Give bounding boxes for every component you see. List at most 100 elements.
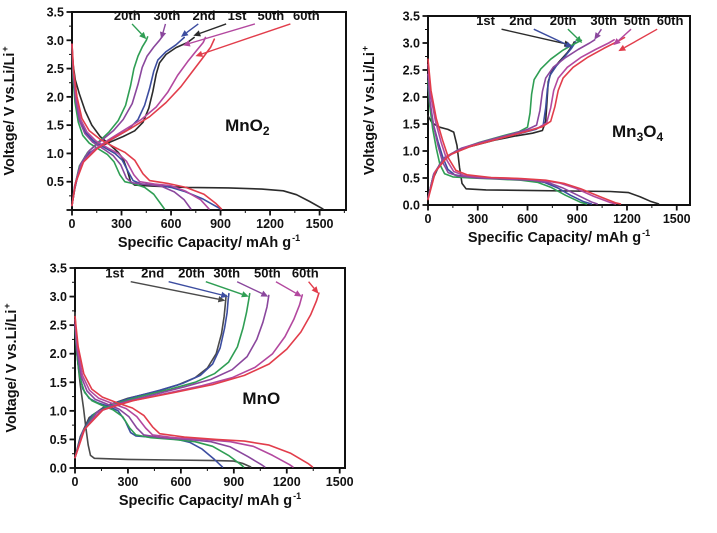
cycle-arrow-head — [217, 296, 226, 303]
chart-mn3o4: 0 300 600 900 1200 1500 0.0 0.5 1.0 1.5 2.0 2.5 3.0 3… — [360, 0, 717, 252]
y-tick-label: 3.0 — [403, 37, 420, 51]
y-tick-label: 2.0 — [50, 347, 67, 361]
y-tick-label: 2.0 — [47, 90, 64, 104]
figure-mn3o4: 0 300 600 900 1200 1500 0.0 0.5 1.0 1.5 2.0 2.5 3.0 3… — [360, 10, 691, 246]
cycle-arrow-line — [131, 23, 143, 35]
cycle-label-mn3o4-50th: 50th — [624, 13, 651, 28]
cycle-label-mno2-30th: 30th — [154, 8, 181, 23]
x-axis-title: Specific Capacity/ mAh g-1 — [118, 233, 300, 251]
x-tick-label: 300 — [467, 212, 488, 226]
x-tick-label: 900 — [210, 217, 231, 231]
cycle-label-mno-60th: 60th — [292, 266, 319, 281]
cycle-arrow-head — [182, 40, 191, 47]
cycle-label-mno2-2nd: 2nd — [192, 8, 215, 23]
curve-mn3o4-60th-discharge — [427, 58, 622, 205]
cycle-arrow-head — [139, 31, 147, 40]
y-tick-label: 2.5 — [50, 319, 67, 333]
cycle-arrow-line — [199, 23, 227, 35]
cycle-arrow-head — [294, 290, 302, 297]
y-tick-label: 1.5 — [50, 376, 67, 390]
chart-mno2: 0 300 600 900 1200 1500 0.5 1.0 1.5 2.0 2.5 3.0 3.5 2… — [0, 0, 360, 258]
cycle-arrow-head — [574, 35, 583, 43]
x-tick-label: 900 — [567, 212, 588, 226]
cycle-arrow-head — [220, 291, 229, 298]
cycle-label-mn3o4-1st: 1st — [476, 13, 495, 28]
curve-mno-50th-charge — [74, 294, 304, 459]
cycle-arrow-head — [195, 50, 204, 57]
cycle-arrow-line — [533, 28, 567, 45]
cycle-arrow-head — [180, 30, 189, 37]
y-tick-label: 1.0 — [403, 145, 420, 159]
curve-mno-30th-charge — [74, 294, 270, 459]
cycle-arrow-head — [613, 38, 621, 46]
curve-mno2-60th-discharge — [71, 43, 223, 210]
y-tick-label: 1.5 — [403, 118, 420, 132]
y-axis-title: Voltage/ V vs.Li/Li+ — [0, 46, 18, 175]
cycle-arrow-line — [186, 23, 199, 34]
curve-mno2-20th-discharge — [71, 46, 166, 210]
y-tick-label: 2.5 — [403, 64, 420, 78]
cycle-arrow-line — [624, 28, 658, 49]
curve-mno-20th-discharge — [74, 327, 245, 468]
curve-mno2-30th-discharge — [71, 45, 192, 210]
x-axis-title: Specific Capacity/ mAh g-1 — [119, 491, 301, 509]
x-tick-label: 300 — [111, 217, 132, 231]
cycle-label-mno-50th: 50th — [254, 266, 281, 281]
curve-mno-60th-charge — [74, 292, 320, 459]
x-tick-label: 1200 — [256, 217, 284, 231]
curve-mn3o4-20th-discharge — [427, 80, 588, 205]
x-tick-label: 300 — [118, 475, 139, 489]
x-tick-label: 600 — [161, 217, 182, 231]
cycle-label-mno2-60th: 60th — [293, 8, 320, 23]
curve-mno2-60th-charge — [71, 38, 216, 207]
cycle-arrow-line — [597, 28, 602, 35]
x-tick-label: 0 — [69, 217, 76, 231]
cycle-arrow-head — [311, 286, 319, 294]
figure-mno: 0 300 600 900 1200 1500 0.0 0.5 1.0 1.5 2.0 2.5 3.0 3… — [2, 262, 354, 510]
y-tick-label: 1.5 — [47, 119, 64, 133]
cycle-arrow-head — [241, 291, 249, 298]
cycle-label-mn3o4-60th: 60th — [657, 13, 684, 28]
plot-border — [74, 267, 346, 469]
cycle-label-mno-1st: 1st — [105, 266, 124, 281]
cycle-arrow-head — [618, 44, 627, 52]
cycle-arrow-line — [275, 281, 297, 294]
y-tick-label: 3.5 — [403, 10, 420, 24]
curve-mno-2nd-charge — [74, 292, 230, 459]
cycle-arrow-line — [189, 23, 256, 45]
cycle-label-mn3o4-2nd: 2nd — [509, 13, 532, 28]
y-tick-label: 3.0 — [50, 290, 67, 304]
curve-mno2-50th-discharge — [71, 43, 210, 210]
curve-mno-50th-discharge — [74, 318, 294, 468]
cycle-arrow-line — [236, 281, 263, 295]
cycle-arrow-line — [201, 23, 291, 55]
figure-mno2: 0 300 600 900 1200 1500 0.5 1.0 1.5 2.0 2.5 3.0 3.5 2… — [0, 6, 347, 251]
cycle-arrow-line — [162, 23, 167, 33]
cycle-label-mno-2nd: 2nd — [141, 266, 164, 281]
cycle-arrow-line — [567, 28, 578, 39]
cycle-arrow-line — [130, 281, 219, 300]
plot-border — [427, 15, 691, 206]
chart-mno: 0 300 600 900 1200 1500 0.0 0.5 1.0 1.5 2.0 2.5 3.0 3… — [2, 262, 360, 528]
x-tick-label: 1500 — [326, 475, 354, 489]
y-axis-title: Voltage/ V vs.Li/Li+ — [361, 46, 378, 175]
cycle-arrow-head — [594, 32, 601, 40]
y-tick-label: 1.0 — [47, 147, 64, 161]
y-tick-label: 3.5 — [47, 6, 64, 20]
curve-mn3o4-30th-discharge — [427, 73, 598, 205]
y-tick-label: 0.5 — [403, 172, 420, 186]
curve-mno-60th-discharge — [74, 315, 314, 468]
curve-mno2-30th-charge — [71, 36, 163, 207]
cycle-arrow-line — [308, 281, 315, 289]
cycle-label-mno2-1st: 1st — [228, 8, 247, 23]
x-tick-label: 600 — [170, 475, 191, 489]
y-tick-label: 0.0 — [403, 199, 420, 213]
y-tick-label: 0.5 — [50, 433, 67, 447]
x-tick-label: 0 — [425, 212, 432, 226]
cycle-label-mno2-20th: 20th — [114, 8, 141, 23]
curve-mno-30th-discharge — [74, 323, 266, 468]
cycle-arrow-head — [159, 31, 167, 40]
compound-label-mno2: MnO2 — [225, 116, 270, 138]
y-tick-label: 2.5 — [47, 62, 64, 76]
